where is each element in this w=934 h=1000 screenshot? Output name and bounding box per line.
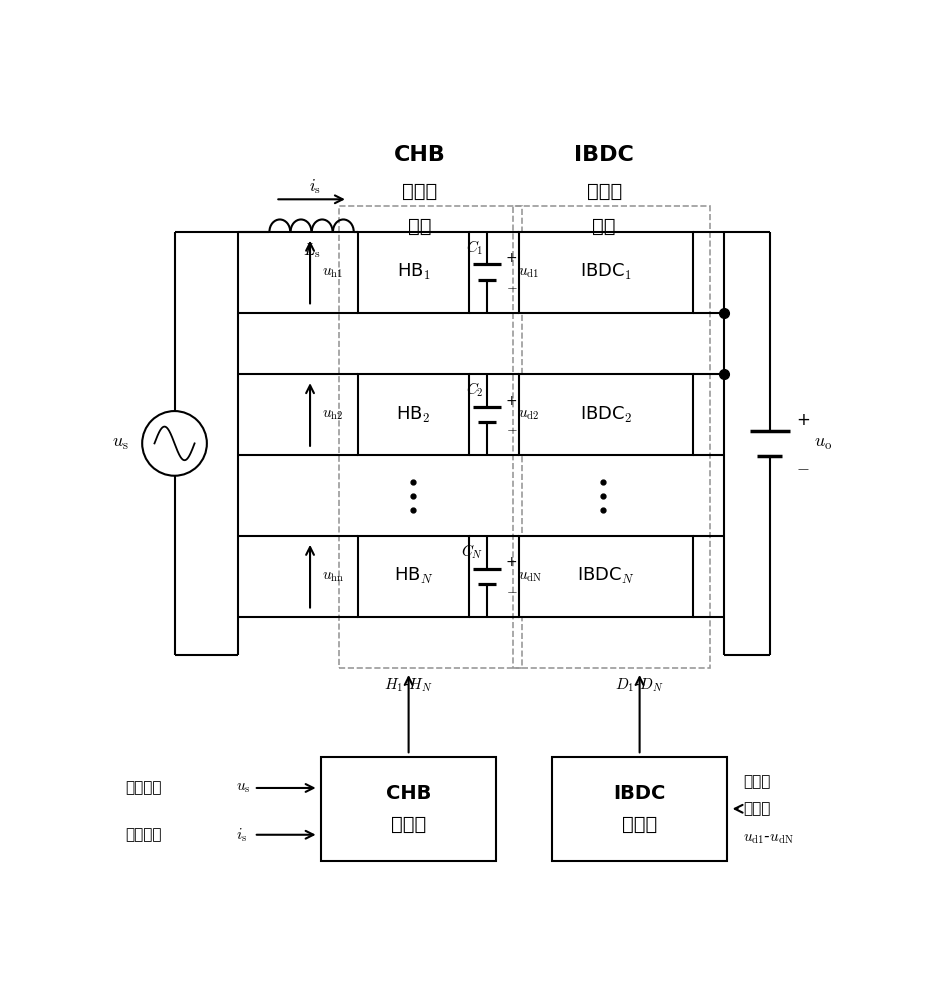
Text: $-$: $-$ xyxy=(505,279,517,293)
Text: CHB: CHB xyxy=(386,784,432,803)
Text: $u_{\rm s}$: $u_{\rm s}$ xyxy=(112,434,129,452)
Text: $C_N$: $C_N$ xyxy=(461,542,483,561)
Bar xyxy=(519,374,693,455)
Text: $u_{\rm d1}$: $u_{\rm d1}$ xyxy=(518,265,539,280)
Bar xyxy=(338,206,522,668)
Text: IBDC: IBDC xyxy=(614,784,666,803)
Text: $u_{\rm d1}$-$u_{\rm dN}$: $u_{\rm d1}$-$u_{\rm dN}$ xyxy=(743,831,794,846)
Text: $H_1$-$H_N$: $H_1$-$H_N$ xyxy=(384,676,433,694)
Text: $D_1$-$D_N$: $D_1$-$D_N$ xyxy=(616,676,664,694)
Text: +: + xyxy=(505,555,517,569)
Text: HB$_2$: HB$_2$ xyxy=(396,404,431,425)
Text: CHB: CHB xyxy=(393,145,446,165)
Text: $C_1$: $C_1$ xyxy=(466,238,483,257)
Text: 输入级: 输入级 xyxy=(402,182,437,201)
Bar xyxy=(358,374,470,455)
Text: $-$: $-$ xyxy=(505,583,517,597)
Text: IBDC$_2$: IBDC$_2$ xyxy=(580,404,632,425)
Bar xyxy=(320,757,496,861)
Text: $i_{\rm s}$: $i_{\rm s}$ xyxy=(309,178,321,196)
Text: 电路: 电路 xyxy=(407,217,432,236)
Text: $u_{\rm h2}$: $u_{\rm h2}$ xyxy=(321,407,343,422)
Text: +: + xyxy=(505,251,517,265)
Text: 电网电流: 电网电流 xyxy=(125,827,162,842)
Text: 流电压: 流电压 xyxy=(743,801,771,816)
Bar xyxy=(358,232,470,312)
Text: $-$: $-$ xyxy=(796,458,810,476)
Text: +: + xyxy=(796,411,810,429)
Text: IBDC: IBDC xyxy=(574,145,634,165)
Text: HB$_1$: HB$_1$ xyxy=(397,262,431,282)
Bar xyxy=(358,536,470,617)
Text: $C_2$: $C_2$ xyxy=(466,381,483,399)
Bar xyxy=(514,206,711,668)
Text: 电网电压: 电网电压 xyxy=(125,780,162,795)
Bar xyxy=(519,232,693,312)
Text: IBDC$_1$: IBDC$_1$ xyxy=(580,262,632,282)
Text: $u_{\rm d2}$: $u_{\rm d2}$ xyxy=(518,407,539,422)
Text: HB$_N$: HB$_N$ xyxy=(394,566,433,586)
Bar xyxy=(519,536,693,617)
Text: $-$: $-$ xyxy=(505,421,517,435)
Text: $u_{\rm hn}$: $u_{\rm hn}$ xyxy=(321,569,344,584)
Text: $L_{\rm s}$: $L_{\rm s}$ xyxy=(303,241,320,260)
Text: +: + xyxy=(505,394,517,408)
Text: 控制器: 控制器 xyxy=(391,815,426,834)
Text: $u_{\rm dN}$: $u_{\rm dN}$ xyxy=(518,569,543,584)
Text: $u_{\rm o}$: $u_{\rm o}$ xyxy=(814,434,833,452)
Text: $u_{\rm h1}$: $u_{\rm h1}$ xyxy=(321,265,343,280)
Text: 中间直: 中间直 xyxy=(743,774,771,789)
Text: $u_{\rm s}$: $u_{\rm s}$ xyxy=(236,780,250,795)
Text: $i_{\rm s}$: $i_{\rm s}$ xyxy=(236,826,248,844)
Text: 电路: 电路 xyxy=(592,217,616,236)
Bar xyxy=(552,757,728,861)
Text: 输出级: 输出级 xyxy=(587,182,622,201)
Text: IBDC$_N$: IBDC$_N$ xyxy=(577,566,635,586)
Text: 控制器: 控制器 xyxy=(622,815,658,834)
